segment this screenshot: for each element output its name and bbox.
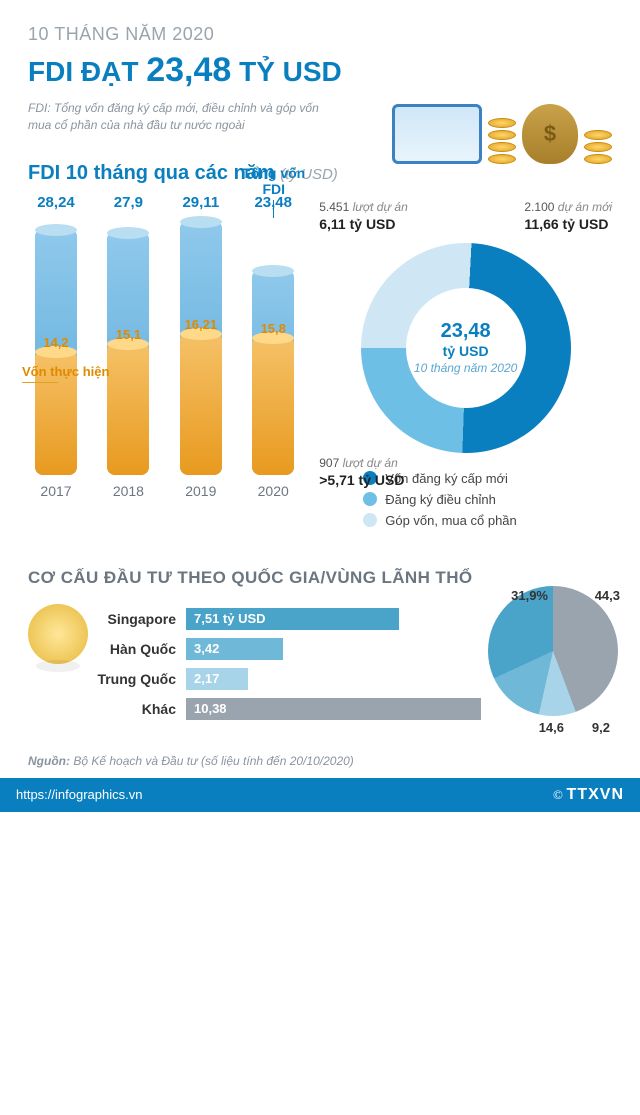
bar-col: 27,9 15,1 2018 [100, 194, 156, 499]
footer: Nguồn: Bộ Kế hoạch và Đầu tư (số liệu tí… [28, 754, 612, 812]
bar-col: 23,4815,82020 [245, 194, 301, 499]
hbar-label: Hàn Quốc [96, 641, 176, 657]
legend-row: Đăng ký điều chỉnh [363, 492, 612, 507]
hbar-fill: 2,17 [186, 668, 248, 690]
realised-callout: Vốn thực hiện [22, 364, 109, 379]
bar-realised-label: 14,2 [43, 335, 68, 350]
yearly-bar-chart: 28,2414,2201727,915,1201829,1116,2120192… [28, 199, 301, 534]
footer-site: https://infographics.vn [16, 787, 142, 802]
copyright-icon: © [553, 787, 563, 802]
moneybag-icon [522, 104, 578, 164]
legend-swatch [363, 492, 377, 506]
headline-value: 23,48 [146, 51, 231, 89]
bar-year-label: 2020 [258, 483, 289, 499]
donut-chart: 5.451 lượt dự án 6,11 tỷ USD 2.100 dự án… [319, 199, 612, 534]
hbar-fill: 7,51 tỷ USD [186, 608, 399, 630]
bar-col: 28,24 14,2 2017 [28, 194, 84, 499]
legend-swatch [363, 513, 377, 527]
screen-icon [392, 104, 482, 164]
footer-logo: TTXVN [567, 786, 624, 803]
pie-label-hanquoc: 14,6 [539, 720, 564, 735]
pie-label-singapore: 31,9% [511, 588, 548, 603]
donut-label-equity: 5.451 lượt dự án 6,11 tỷ USD [319, 199, 408, 234]
source-line: Nguồn: Bộ Kế hoạch và Đầu tư (số liệu tí… [28, 754, 612, 768]
legend-label: Đăng ký điều chỉnh [385, 492, 496, 507]
hbar-label: Singapore [96, 611, 176, 627]
bar-year-label: 2017 [40, 483, 71, 499]
bar-year-label: 2018 [113, 483, 144, 499]
bar-cylinder: 16,21 [180, 215, 222, 475]
hbar-fill: 10,38 [186, 698, 481, 720]
pie-label-trungquoc: 9,2 [592, 720, 610, 735]
pie-label-khac: 44,3 [595, 588, 620, 603]
legend-row: Góp vốn, mua cổ phần [363, 513, 612, 528]
bar-cylinder: 14,2 [35, 215, 77, 475]
header-block: 10 THÁNG NĂM 2020 FDI ĐẠT 23,48 TỶ USD F… [28, 24, 612, 134]
bar-total-label: 27,9 [114, 194, 143, 211]
donut-center-value: 23,48 [441, 320, 491, 343]
bar-col: 29,11 16,21 2019 [173, 194, 229, 499]
source-pre: Nguồn: [28, 754, 70, 768]
coin-stack-icon [584, 130, 612, 164]
bar-cylinder: 15,8 [252, 215, 294, 475]
bar-realised-label: 15,8 [261, 321, 286, 336]
countries-title: CƠ CẤU ĐẦU TƯ THEO QUỐC GIA/VÙNG LÃNH TH… [28, 568, 612, 588]
countries-bar-chart: Singapore 7,51 tỷ USD Hàn Quốc 3,42 Trung Qu… [96, 600, 612, 728]
donut-center: 23,48 tỷ USD 10 tháng năm 2020 [406, 288, 526, 408]
total-callout: Tổng vốnFDI [242, 165, 305, 219]
hero-illustration [392, 14, 612, 164]
donut-label-new: 2.100 dự án mới 11,66 tỷ USD [524, 199, 612, 234]
countries-pie-chart [488, 586, 618, 716]
bar-year-label: 2019 [185, 483, 216, 499]
yearly-title-text: FDI 10 tháng qua các năm [28, 162, 275, 184]
donut-center-unit: tỷ USD [443, 343, 489, 359]
hbar-label: Trung Quốc [96, 671, 176, 687]
donut-center-sub: 10 tháng năm 2020 [414, 361, 517, 375]
bar-realised-label: 15,1 [116, 327, 141, 342]
legend-label: Góp vốn, mua cổ phần [385, 513, 517, 528]
source-text: Bộ Kế hoạch và Đầu tư (số liệu tính đến … [73, 754, 353, 768]
bar-cylinder: 15,1 [107, 215, 149, 475]
headline-pre: FDI ĐẠT [28, 56, 146, 87]
footer-bar: https://infographics.vn © TTXVN [0, 778, 640, 812]
headline-post: TỶ USD [231, 56, 341, 87]
hbar-fill: 3,42 [186, 638, 283, 660]
headline-subnote: FDI: Tổng vốn đăng ký cấp mới, điều chỉn… [28, 100, 328, 134]
bar-realised-label: 16,21 [185, 317, 218, 332]
donut-label-adjust: 907 lượt dự án >5,71 tỷ USD [319, 455, 404, 490]
coin-stack-icon [488, 118, 516, 164]
bar-total-label: 28,24 [37, 194, 75, 211]
bar-total-label: 29,11 [182, 194, 219, 211]
hbar-label: Khác [96, 701, 176, 717]
globe-icon [28, 604, 88, 664]
yearly-title: FDI 10 tháng qua các năm (tỷ USD) [28, 162, 612, 185]
